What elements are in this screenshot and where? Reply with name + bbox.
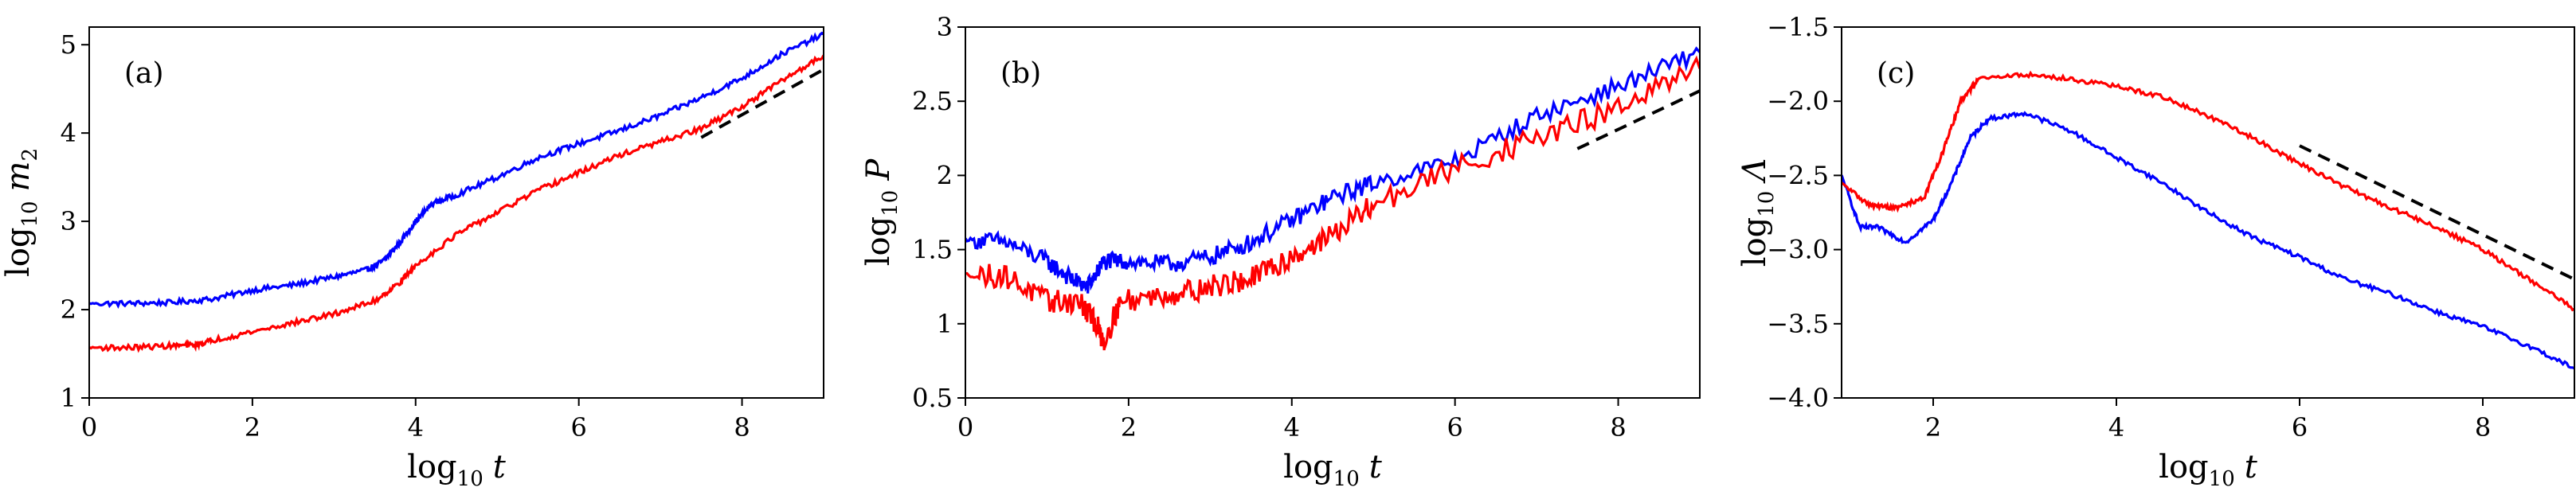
axes-frame xyxy=(965,26,1701,399)
axes-frame xyxy=(1841,26,2575,399)
reference-slope-line xyxy=(1576,89,1701,150)
x-tick-label: 4 xyxy=(408,412,424,443)
y-tick-label: −3.5 xyxy=(1767,309,1829,339)
y-tick-label: −2.5 xyxy=(1767,160,1829,190)
y-tick-label: 3 xyxy=(61,206,76,236)
series-line-red xyxy=(89,54,824,353)
y-axis-label: log10Λ xyxy=(1736,158,1779,267)
y-tick-label: 4 xyxy=(61,118,76,148)
x-axis-label: log10 t xyxy=(1283,449,1383,491)
y-tick-label: 0.5 xyxy=(912,383,953,413)
y-tick-label: 1 xyxy=(937,309,953,339)
x-tick-label: 6 xyxy=(1447,412,1462,443)
x-axis-label: log10 t xyxy=(2159,449,2258,491)
reference-slope-line xyxy=(700,68,824,139)
x-tick-label: 8 xyxy=(2475,412,2491,443)
panel-c: 2 4 6 8 −4.0 −3.5 −3.0 −2.5 −2.0 −1.5 (c) log10 t log… xyxy=(1736,12,2575,491)
x-tick-label: 6 xyxy=(2292,412,2308,443)
x-tick-label: 4 xyxy=(2108,412,2124,443)
panel-a: 0 2 4 6 8 1 2 3 4 5 (a) log10 t log10m2 xyxy=(0,26,824,491)
y-tick-label: 5 xyxy=(61,29,76,60)
y-tick-label: 1 xyxy=(61,383,76,413)
y-axis-label: log10P xyxy=(860,158,902,267)
x-tick-label: 2 xyxy=(1121,412,1137,443)
series-line-blue xyxy=(965,46,1700,294)
y-tick-label: −2.0 xyxy=(1767,86,1829,116)
x-tick-label: 0 xyxy=(957,412,973,443)
x-tick-label: 2 xyxy=(1925,412,1941,443)
x-tick-label: 8 xyxy=(734,412,750,443)
x-tick-label: 2 xyxy=(245,412,260,443)
y-tick-label: 2 xyxy=(937,160,953,190)
y-tick-label: 1.5 xyxy=(912,235,953,265)
panel-label: (b) xyxy=(1000,57,1041,90)
y-tick-label: 2 xyxy=(61,294,76,325)
series-line-red xyxy=(1842,70,2574,312)
y-tick-label: 2.5 xyxy=(912,86,953,116)
panel-label: (a) xyxy=(124,57,164,90)
x-tick-label: 0 xyxy=(81,412,97,443)
x-axis-label: log10 t xyxy=(407,449,507,491)
panel-label: (c) xyxy=(1877,57,1915,90)
x-tick-label: 6 xyxy=(570,412,586,443)
y-tick-label: 3 xyxy=(937,12,953,42)
axes-frame xyxy=(88,26,824,399)
y-tick-label: −1.5 xyxy=(1767,12,1829,42)
reference-slope-line xyxy=(2299,144,2575,281)
x-tick-label: 8 xyxy=(1610,412,1626,443)
series-line-blue xyxy=(1842,111,2574,370)
y-axis-label: log10m2 xyxy=(0,148,42,277)
y-tick-label: −3.0 xyxy=(1767,235,1829,265)
series-line-blue xyxy=(89,31,824,310)
x-tick-label: 4 xyxy=(1284,412,1300,443)
series-line-red xyxy=(965,55,1700,351)
panel-b: 0 2 4 6 8 0.5 1 1.5 2 2.5 3 (b) log10 t log10P xyxy=(860,12,1701,491)
y-tick-label: −4.0 xyxy=(1767,383,1829,413)
